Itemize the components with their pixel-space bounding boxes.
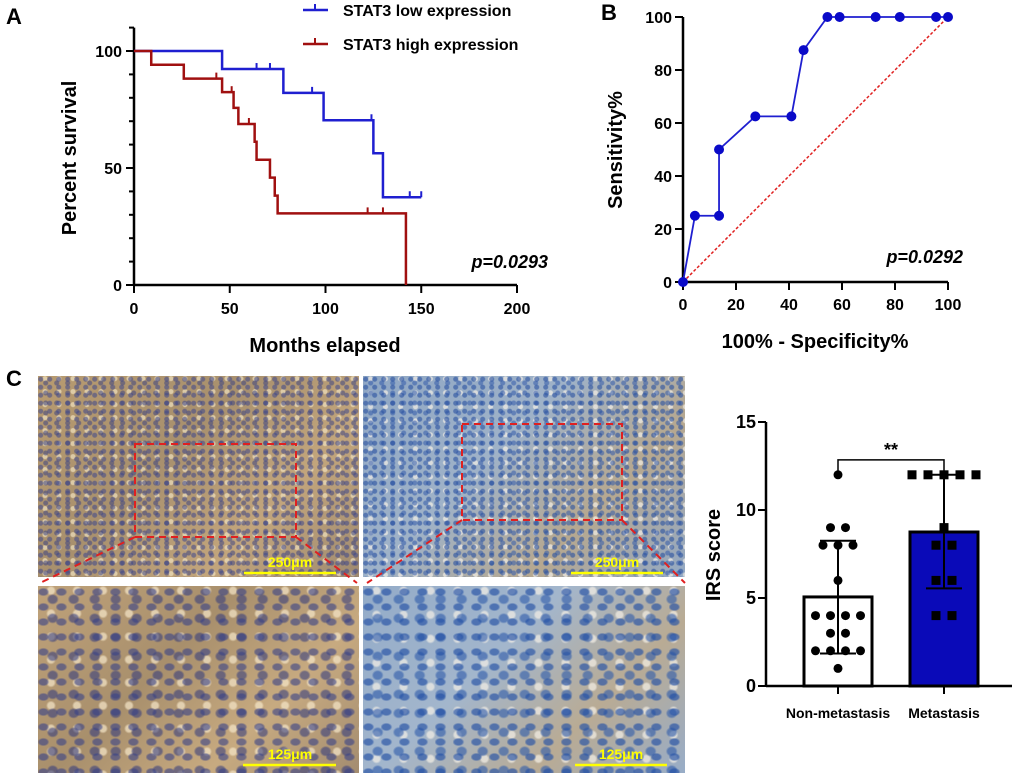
data-point <box>947 540 957 550</box>
x-axis-label: 100% - Specificity% <box>722 331 909 353</box>
data-point <box>833 663 843 673</box>
x-tick-label: 50 <box>221 301 239 318</box>
y-tick-label: 50 <box>104 161 122 178</box>
roc-point <box>943 12 953 22</box>
category-label: Non-metastasis <box>786 705 890 721</box>
data-point <box>811 646 820 656</box>
reference-diagonal <box>682 16 949 283</box>
roc-point <box>750 111 761 122</box>
data-point <box>818 540 828 550</box>
survival-chart: Months elapsed Percent survival p=0.0293… <box>59 3 548 357</box>
scale-label: 125μm <box>268 746 312 762</box>
survival-curve-low <box>134 49 422 199</box>
y-tick-label: 20 <box>654 222 672 239</box>
x-tick-label: 0 <box>679 297 688 314</box>
survival-curve-high <box>134 49 408 285</box>
x-tick-label: 150 <box>408 301 435 318</box>
y-axis-label: IRS score <box>703 509 725 601</box>
micrograph-annotations: 250μm 250μm 125μm 125μm <box>39 423 686 767</box>
y-tick-label: 0 <box>746 676 756 696</box>
y-tick-label: 100 <box>95 44 122 61</box>
x-tick-label: 200 <box>504 301 531 318</box>
significance-label: ** <box>884 440 898 460</box>
data-point <box>931 575 941 585</box>
y-axis-label: Sensitivity% <box>605 91 627 209</box>
zoom-region-box-right <box>461 423 623 521</box>
x-tick-label: 100 <box>935 297 962 314</box>
panel-label-b: B <box>601 0 617 25</box>
roc-point <box>678 277 688 287</box>
x-tick-label: 80 <box>886 297 904 314</box>
zoom-guide-line <box>366 519 463 584</box>
data-point <box>947 611 957 621</box>
data-point <box>826 611 835 621</box>
roc-point <box>714 144 725 155</box>
roc-point <box>786 111 797 122</box>
zoom-guide-line <box>39 536 136 584</box>
zoom-guide-line <box>295 536 358 584</box>
scale-label: 250μm <box>268 554 312 570</box>
micrograph-metastasis-high-mag <box>363 586 685 773</box>
zoom-guide-line <box>621 519 686 584</box>
y-tick-label: 0 <box>113 278 122 295</box>
data-point <box>841 628 850 638</box>
y-tick-label: 40 <box>654 169 672 186</box>
micrograph-metastasis-low-mag <box>363 376 685 577</box>
data-point <box>907 470 917 480</box>
y-tick-label: 5 <box>746 588 756 608</box>
data-point <box>947 575 957 585</box>
roc-point <box>870 12 881 22</box>
y-tick-label: 80 <box>654 63 672 80</box>
roc-point <box>894 12 905 22</box>
irs-bar-chart: IRS score 0 5 10 15 Non-metastasis Metastasis… <box>703 412 1012 721</box>
data-point <box>826 628 835 638</box>
data-point <box>841 611 850 621</box>
scale-label: 250μm <box>595 554 639 570</box>
roc-point <box>798 45 809 56</box>
data-point <box>811 611 820 621</box>
y-tick-label: 0 <box>663 275 672 292</box>
data-point <box>856 646 865 656</box>
p-value: p=0.0293 <box>470 252 548 272</box>
micrograph-non-metastasis-low-mag <box>38 376 359 577</box>
roc-point <box>822 12 833 22</box>
x-tick-label: 60 <box>833 297 851 314</box>
data-point <box>826 523 835 533</box>
roc-point <box>714 210 725 221</box>
y-tick-label: 60 <box>654 116 672 133</box>
x-tick-label: 100 <box>312 301 339 318</box>
legend-label-high: STAT3 high expression <box>343 37 518 54</box>
x-tick-label: 20 <box>727 297 745 314</box>
legend-label-low: STAT3 low expression <box>343 3 511 20</box>
panel-label-a: A <box>6 4 22 29</box>
data-point <box>841 523 850 533</box>
data-point <box>931 611 941 621</box>
category-label: Metastasis <box>908 705 980 721</box>
p-value: p=0.0292 <box>885 247 963 267</box>
roc-chart: 100% - Specificity% Sensitivity% p=0.029… <box>605 10 963 353</box>
x-tick-label: 0 <box>130 301 139 318</box>
data-point <box>848 540 858 550</box>
x-axis-label: Months elapsed <box>249 335 400 357</box>
y-axis-label: Percent survival <box>59 81 81 236</box>
micrograph-non-metastasis-high-mag <box>38 586 359 773</box>
roc-point <box>834 12 845 22</box>
x-tick-label: 40 <box>780 297 798 314</box>
zoom-region-box-left <box>134 443 297 538</box>
data-point <box>931 540 941 550</box>
y-tick-label: 100 <box>645 10 672 27</box>
scale-label: 125μm <box>599 746 643 762</box>
y-tick-label: 15 <box>736 412 756 432</box>
roc-point <box>689 210 700 221</box>
significance-bracket <box>837 459 945 472</box>
panel-label-c: C <box>6 366 22 391</box>
y-tick-label: 10 <box>736 500 756 520</box>
data-point <box>856 611 865 621</box>
data-point <box>833 470 843 480</box>
roc-point <box>931 12 942 22</box>
data-point <box>971 470 981 480</box>
